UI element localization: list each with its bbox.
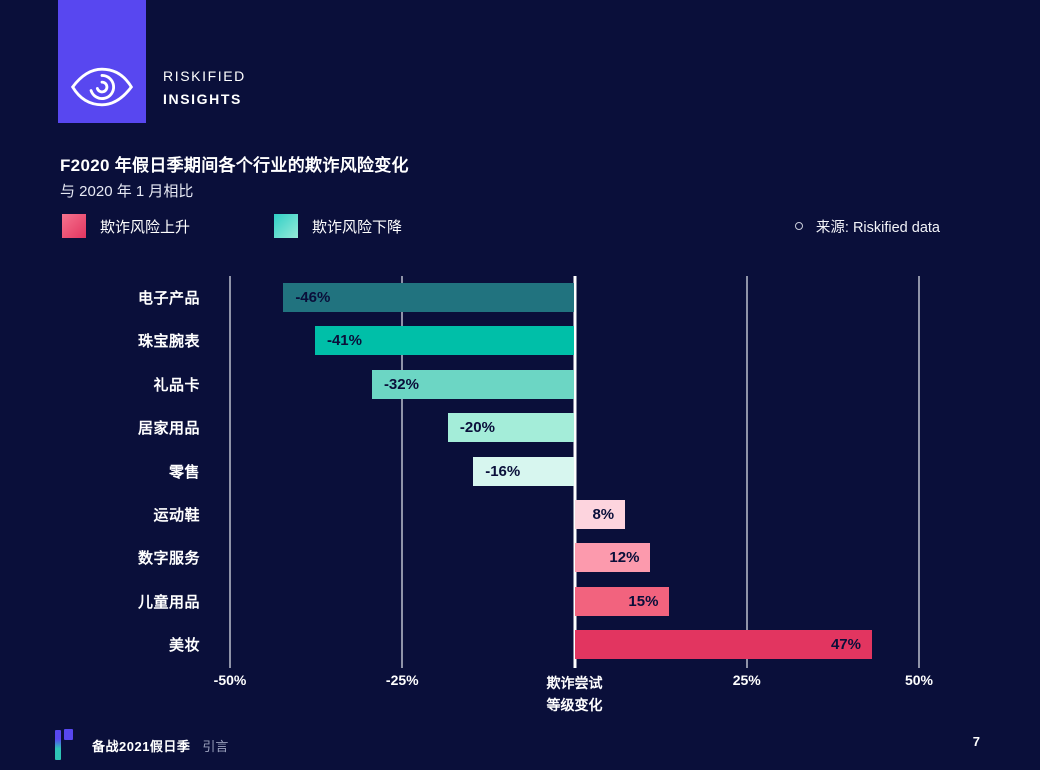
risk-up-label: 欺诈风险上升 xyxy=(100,218,191,236)
risk-down-swatch xyxy=(274,214,299,238)
chart-bar: -46% xyxy=(283,283,575,312)
category-label: 美妆 xyxy=(168,637,200,655)
bar-value-label: 8% xyxy=(592,506,615,523)
legend-item-risk-up: 欺诈风险上升 xyxy=(62,214,190,238)
bar-value-label: -32% xyxy=(383,375,419,393)
data-source: 来源: Riskified data xyxy=(794,214,940,238)
chart-bar: -20% xyxy=(447,413,575,443)
chart-legend: 欺诈风险上升 欺诈风险下降 xyxy=(62,214,402,238)
page-number: 7 xyxy=(972,734,980,749)
plot-area: -46% -41% -32% -20% -16% 8% 12% 15% 47% xyxy=(229,276,920,668)
chart-bar: 15% xyxy=(574,586,670,616)
x-tick-label: -25% xyxy=(385,672,419,688)
chart-bar: -41% xyxy=(314,326,575,356)
gridline--50% xyxy=(229,276,231,668)
page-subtitle: 与 2020 年 1 月相比 xyxy=(60,183,194,200)
bar-value-label: -16% xyxy=(485,462,521,480)
category-axis: 电子产品珠宝腕表礼品卡居家用品零售运动鞋数字服务儿童用品美妆 xyxy=(40,276,200,668)
chart-bar: 8% xyxy=(574,500,626,529)
chart-bar: -32% xyxy=(371,369,575,399)
legend-item-risk-down: 欺诈风险下降 xyxy=(274,214,402,238)
risk-up-swatch xyxy=(62,214,86,238)
riskified-logomark-icon xyxy=(55,729,73,760)
riskified-logo-block xyxy=(58,0,146,123)
footer-section: 引言 xyxy=(202,739,229,754)
chart-bar: -16% xyxy=(473,456,575,486)
category-label: 电子产品 xyxy=(137,290,200,307)
brand-riskified: RISKIFIED xyxy=(163,68,246,84)
value-axis: -50% -25% 25% 50% 欺诈尝试 等级变化 xyxy=(214,672,933,713)
category-label: 珠宝腕表 xyxy=(137,333,200,351)
category-label: 居家用品 xyxy=(137,420,200,438)
bar-value-label: -46% xyxy=(295,289,331,306)
bar-value-label: 47% xyxy=(830,636,861,654)
bar-value-label: -20% xyxy=(459,419,495,437)
gridline--25% xyxy=(401,276,404,668)
x-tick-label: 25% xyxy=(732,672,761,688)
x-tick-label: 50% xyxy=(904,672,934,688)
brand-text: RISKIFIED INSIGHTS xyxy=(163,68,246,107)
chart-bar: 47% xyxy=(574,630,872,660)
category-label: 礼品卡 xyxy=(153,376,200,394)
x-axis-title: 欺诈尝试 等级变化 xyxy=(546,675,603,713)
bar-value-label: 15% xyxy=(628,592,659,610)
category-label: 数字服务 xyxy=(137,550,200,568)
brand-insights: INSIGHTS xyxy=(163,91,242,107)
zero-axis-line xyxy=(573,276,576,668)
gridline-25% xyxy=(745,276,748,668)
bar-value-label: 12% xyxy=(609,549,640,567)
eye-icon xyxy=(70,67,134,107)
risk-down-label: 欺诈风险下降 xyxy=(312,218,403,236)
category-label: 零售 xyxy=(168,463,200,481)
x-tick-label: -50% xyxy=(213,672,247,688)
source-bullet-icon xyxy=(794,222,803,230)
source-label: 来源: Riskified data xyxy=(815,219,940,236)
page-title: F2020 年假日季期间各个行业的欺诈风险变化 xyxy=(60,156,409,175)
footer-doc-title: 备战2021假日季 xyxy=(92,739,191,754)
footer-text: 备战2021假日季 引言 xyxy=(92,736,228,755)
chart-bar: 12% xyxy=(574,543,651,573)
category-label: 儿童用品 xyxy=(137,593,200,611)
gridline-50% xyxy=(918,276,920,668)
category-label: 运动鞋 xyxy=(153,507,200,524)
bar-value-label: -41% xyxy=(326,332,362,350)
